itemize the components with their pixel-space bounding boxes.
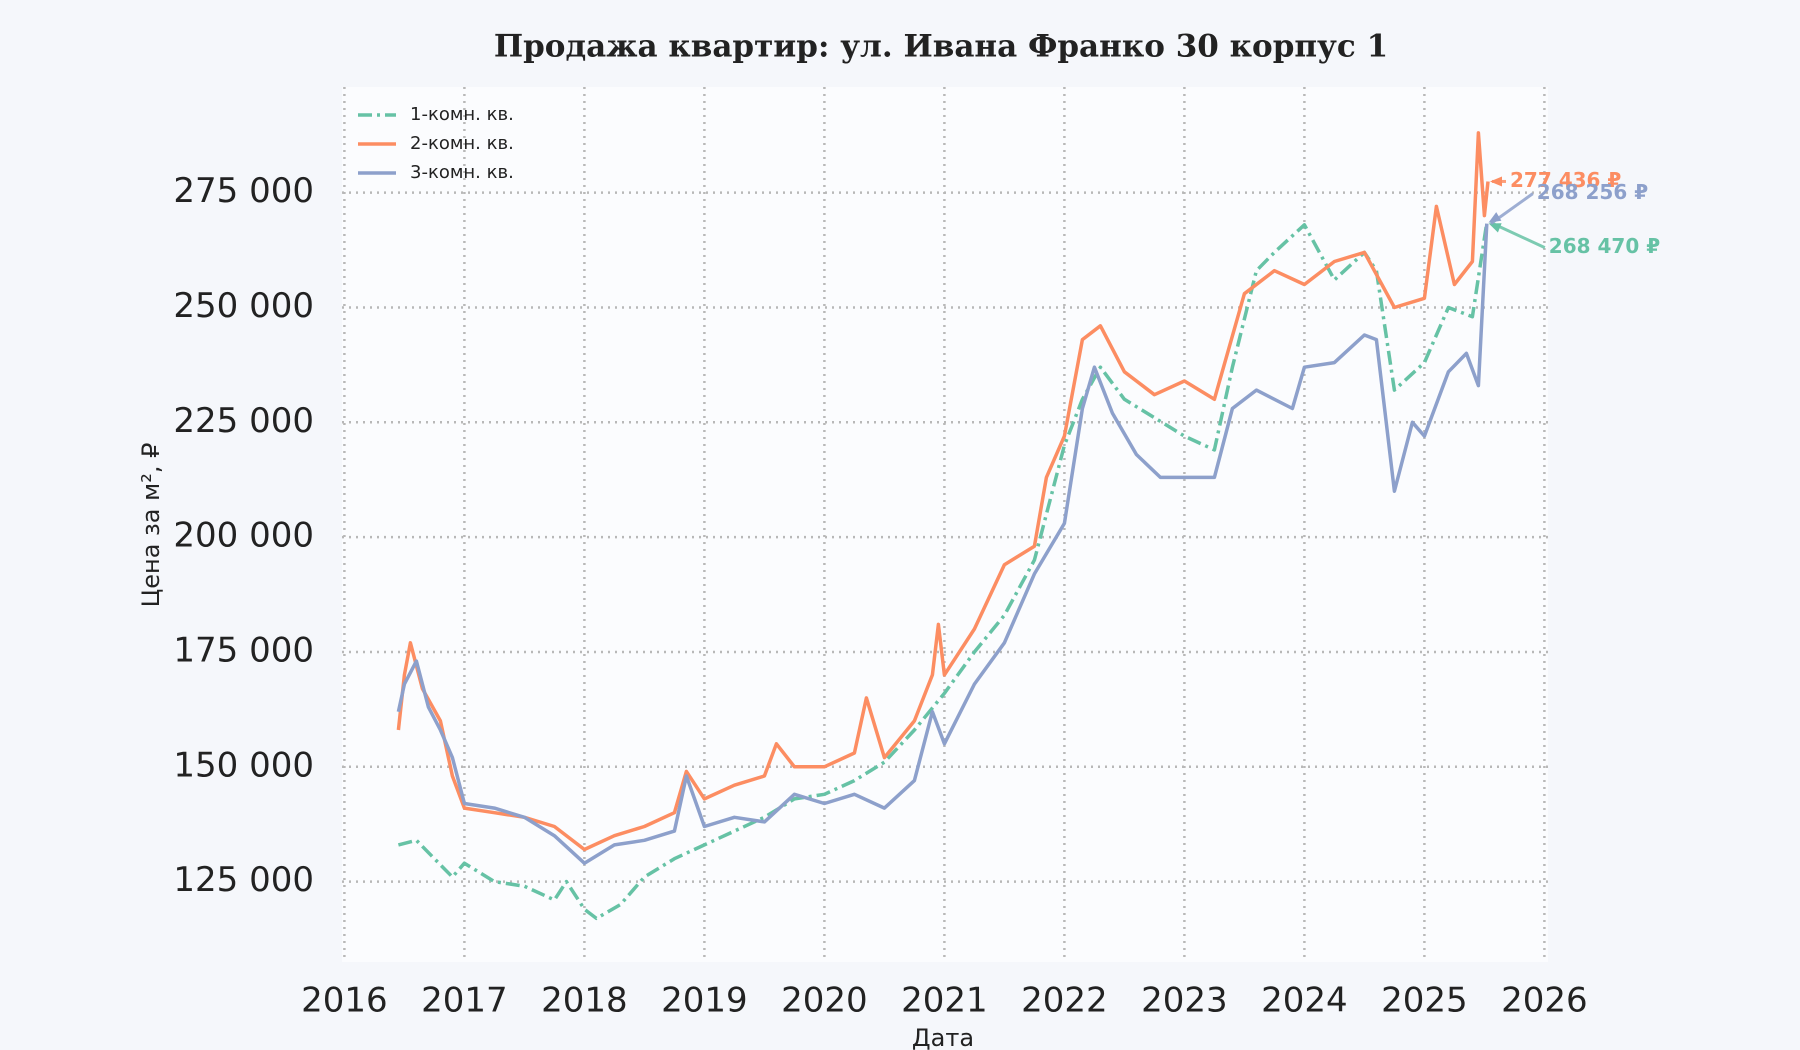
y-axis-label: Цена за м², ₽: [137, 443, 165, 608]
x-tick-label: 2016: [301, 981, 388, 1021]
series-line: [396, 223, 1489, 865]
value-label: 268 256 ₽: [1537, 180, 1648, 204]
x-tick-label: 2025: [1381, 981, 1468, 1021]
x-tick-label: 2020: [781, 981, 868, 1021]
y-tick-label: 175 000: [173, 630, 314, 670]
legend-label: 3-комн. кв.: [410, 162, 514, 183]
y-tick-label: 125 000: [173, 860, 314, 900]
value-label: 268 470 ₽: [1549, 234, 1660, 258]
x-tick-label: 2024: [1261, 981, 1348, 1021]
legend: 1-комн. кв. 2-комн. кв. 3-комн. кв.: [358, 104, 514, 183]
y-tick-label: 250 000: [173, 286, 314, 326]
y-tick-label: 275 000: [173, 171, 314, 211]
x-tick-label: 2026: [1501, 981, 1588, 1021]
value-label: 277 436 ₽: [1510, 168, 1621, 192]
chart-title: Продажа квартир: ул. Ивана Франко 30 кор…: [494, 29, 1388, 65]
series-line: [396, 131, 1490, 852]
x-tick-label: 2019: [661, 981, 748, 1021]
x-tick-label: 2017: [421, 981, 508, 1021]
annotation-arrowhead: [1488, 223, 1502, 233]
x-tick-label: 2023: [1141, 981, 1228, 1021]
annotation-arrowhead: [1490, 176, 1502, 187]
x-tick-label: 2021: [901, 981, 988, 1021]
y-tick-label: 150 000: [173, 745, 314, 785]
y-tick-label: 200 000: [173, 516, 314, 556]
x-axis-label: Дата: [912, 1024, 974, 1050]
x-tick-label: 2022: [1021, 981, 1108, 1021]
x-tick-label: 2018: [541, 981, 628, 1021]
y-tick-label: 225 000: [173, 401, 314, 441]
annotation-arrowhead: [1488, 212, 1502, 223]
legend-label: 2-комн. кв.: [410, 133, 514, 154]
legend-label: 1-комн. кв.: [410, 104, 514, 125]
series-line: [397, 222, 1489, 921]
